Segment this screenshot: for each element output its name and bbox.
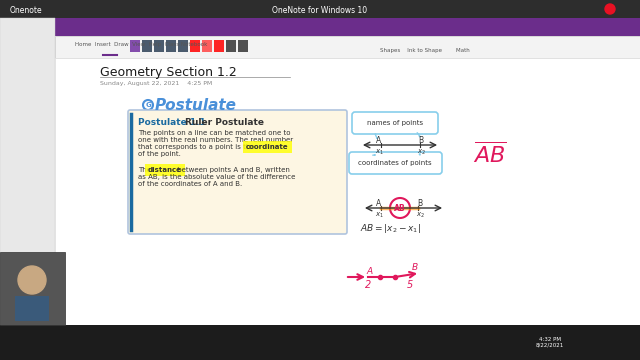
Text: that corresponds to a point is the: that corresponds to a point is the: [138, 144, 257, 150]
FancyBboxPatch shape: [178, 40, 188, 52]
Text: AB: AB: [394, 203, 406, 212]
Text: one with the real numbers. The real number: one with the real numbers. The real numb…: [138, 137, 293, 143]
Text: 2: 2: [365, 280, 371, 290]
Text: Home  Insert  Draw  View  Help  Class Notebook: Home Insert Draw View Help Class Noteboo…: [75, 41, 207, 46]
FancyBboxPatch shape: [0, 325, 640, 360]
Text: B: B: [417, 198, 422, 207]
Circle shape: [585, 4, 595, 14]
Circle shape: [565, 4, 575, 14]
Text: Onenote: Onenote: [10, 5, 43, 14]
Text: B: B: [419, 135, 424, 144]
Text: $x_2$: $x_2$: [417, 147, 426, 157]
Text: The: The: [138, 167, 153, 173]
Text: $\overline{AB}$: $\overline{AB}$: [473, 142, 507, 168]
FancyBboxPatch shape: [154, 40, 164, 52]
Text: The points on a line can be matched one to: The points on a line can be matched one …: [138, 130, 291, 136]
Text: names of points: names of points: [367, 120, 423, 126]
Text: 4:32 PM
8/22/2021: 4:32 PM 8/22/2021: [536, 337, 564, 347]
FancyBboxPatch shape: [130, 40, 140, 52]
FancyBboxPatch shape: [214, 40, 224, 52]
FancyBboxPatch shape: [15, 296, 49, 321]
FancyBboxPatch shape: [142, 40, 152, 52]
Text: 5: 5: [407, 280, 413, 290]
FancyBboxPatch shape: [55, 36, 640, 58]
FancyArrowPatch shape: [417, 133, 420, 137]
Text: of the coordinates of A and B.: of the coordinates of A and B.: [138, 181, 243, 187]
Circle shape: [605, 4, 615, 14]
Text: between points A and B, written: between points A and B, written: [175, 167, 290, 173]
Text: B: B: [412, 264, 418, 273]
FancyBboxPatch shape: [128, 110, 347, 234]
Text: A: A: [367, 266, 373, 275]
Text: Sunday, August 22, 2021    4:25 PM: Sunday, August 22, 2021 4:25 PM: [100, 81, 212, 86]
Text: G: G: [145, 102, 151, 108]
FancyBboxPatch shape: [0, 0, 640, 18]
Text: $x_1$: $x_1$: [374, 210, 383, 220]
Text: coordinate: coordinate: [246, 144, 289, 150]
Text: distance: distance: [148, 167, 182, 173]
Text: Shapes    Ink to Shape        Math: Shapes Ink to Shape Math: [380, 48, 470, 53]
FancyBboxPatch shape: [0, 252, 65, 325]
FancyBboxPatch shape: [226, 40, 236, 52]
FancyBboxPatch shape: [55, 18, 640, 36]
Text: Geometry Section 1.2: Geometry Section 1.2: [100, 66, 237, 78]
FancyArrowPatch shape: [375, 134, 378, 139]
Text: $x_2$: $x_2$: [415, 210, 424, 220]
Text: Postulate: Postulate: [155, 98, 237, 113]
FancyBboxPatch shape: [349, 152, 442, 174]
Text: OneNote for Windows 10: OneNote for Windows 10: [273, 5, 367, 14]
Text: Ruler Postulate: Ruler Postulate: [185, 117, 264, 126]
Text: of the point.: of the point.: [138, 151, 181, 157]
Text: A: A: [376, 198, 381, 207]
Text: $AB = |x_2 - x_1|$: $AB = |x_2 - x_1|$: [360, 221, 420, 234]
Text: coordinates of points: coordinates of points: [358, 160, 432, 166]
Circle shape: [18, 266, 46, 294]
FancyArrowPatch shape: [419, 154, 420, 155]
FancyArrowPatch shape: [372, 155, 375, 156]
FancyBboxPatch shape: [55, 58, 640, 325]
FancyBboxPatch shape: [190, 40, 200, 52]
Text: Postulate 1.1: Postulate 1.1: [138, 117, 205, 126]
Text: A: A: [376, 135, 381, 144]
FancyBboxPatch shape: [0, 18, 55, 360]
Text: $x_1$: $x_1$: [374, 147, 383, 157]
FancyBboxPatch shape: [352, 112, 438, 134]
FancyBboxPatch shape: [238, 40, 248, 52]
Text: as AB, is the absolute value of the difference: as AB, is the absolute value of the diff…: [138, 174, 296, 180]
FancyBboxPatch shape: [166, 40, 176, 52]
FancyBboxPatch shape: [202, 40, 212, 52]
